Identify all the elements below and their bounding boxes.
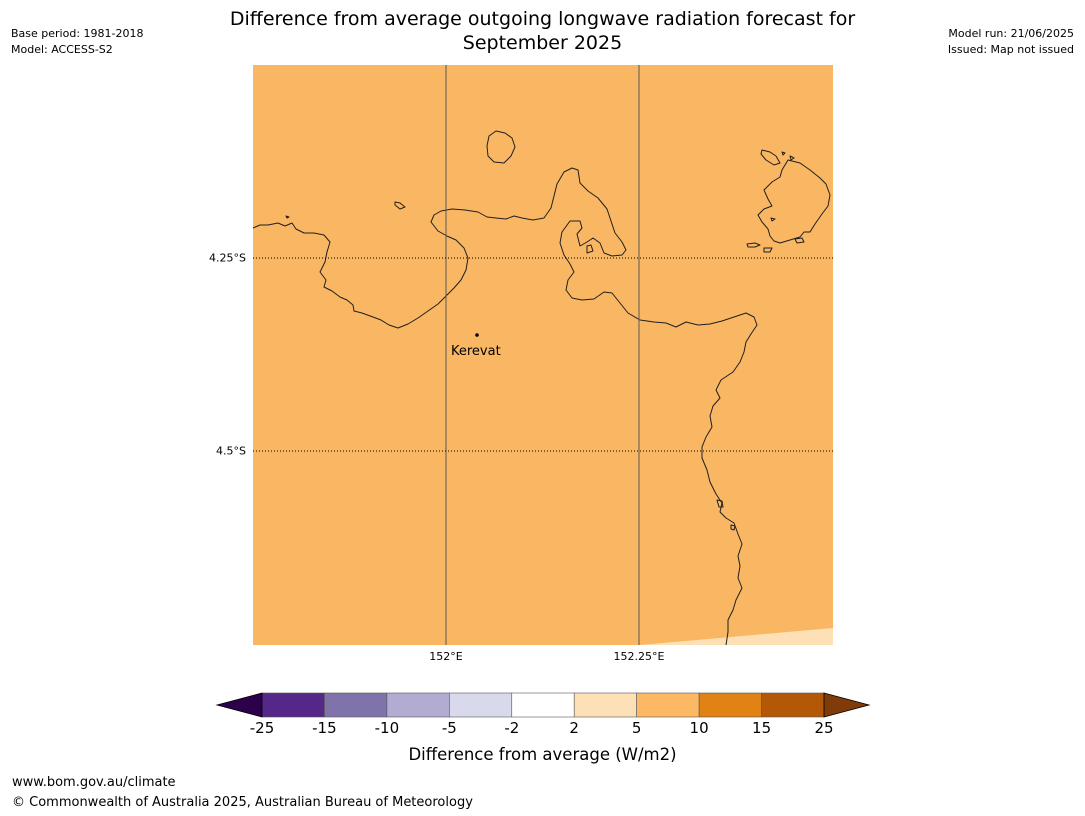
metadata-right: Model run: 21/06/2025 Issued: Map not is… xyxy=(948,26,1074,58)
coastline-islet-east-2 xyxy=(789,155,795,161)
coastline-islet-dot xyxy=(285,215,290,219)
colorbar-over-arrow xyxy=(823,692,871,718)
metadata-left: Base period: 1981-2018 Model: ACCESS-S2 xyxy=(11,26,143,58)
colorbar-tick: -5 xyxy=(441,719,457,737)
gridlines xyxy=(253,65,833,645)
lat-label-4-25s: 4.25°S xyxy=(209,251,246,265)
colorbar-under-arrow xyxy=(215,692,263,718)
colorbar-tick: -25 xyxy=(249,719,275,737)
colorbar-bin xyxy=(386,692,450,718)
colorbar-bin xyxy=(324,692,388,718)
colorbar-bin xyxy=(511,692,575,718)
coastline-islet-north xyxy=(486,130,516,164)
colorbar-tick: -2 xyxy=(504,719,520,737)
map-title-line-1: Difference from average outgoing longwav… xyxy=(229,8,856,30)
issued-text: Issued: Map not issued xyxy=(947,43,1074,56)
coastline-islet-east-5 xyxy=(763,247,773,253)
colorbar-tick: -15 xyxy=(312,719,337,737)
footer-copyright: © Commonwealth of Australia 2025, Austra… xyxy=(12,795,473,810)
colorbar-tick: 10 xyxy=(689,719,709,737)
coastline-islet-east-6 xyxy=(794,237,805,244)
kerevat-marker xyxy=(475,333,479,337)
lat-label-4-5s: 4.5°S xyxy=(216,444,246,458)
colorbar-bin xyxy=(761,692,825,718)
map-corner-fill xyxy=(640,628,833,645)
colorbar-bin xyxy=(636,692,700,718)
lon-label-152-25e: 152.25°E xyxy=(613,650,665,663)
coastline-main xyxy=(252,167,758,646)
colorbar-tick: 25 xyxy=(814,719,834,737)
coastline xyxy=(252,130,831,646)
footer-url: www.bom.gov.au/climate xyxy=(12,775,176,790)
coastline-islet-east-3 xyxy=(770,217,776,222)
colorbar-tick: 2 xyxy=(569,719,579,737)
coastline-islet-east-7 xyxy=(716,499,724,508)
colorbar-tick: 5 xyxy=(631,719,642,737)
coastline-islet-east-1 xyxy=(781,151,786,156)
colorbar-label: Difference from average (W/m2) xyxy=(408,745,677,764)
colorbar-bin xyxy=(573,692,637,718)
coastline-islet-bay xyxy=(586,244,594,254)
map-title-line-2: September 2025 xyxy=(462,32,623,54)
colorbar-tick: 15 xyxy=(752,719,772,737)
coastline-island-east xyxy=(757,149,831,244)
lon-label-152e: 152°E xyxy=(429,650,463,663)
colorbar-bin xyxy=(449,692,513,718)
coastline-islet-small xyxy=(394,201,406,210)
coastline-islet-east-8 xyxy=(730,524,736,531)
coastline-islet-east-4 xyxy=(746,242,761,248)
colorbar-bin xyxy=(261,692,325,718)
base-period-text: Base period: 1981-2018 xyxy=(11,27,144,40)
model-text: Model: ACCESS-S2 xyxy=(11,43,113,56)
map-title: Difference from average outgoing longwav… xyxy=(0,7,1085,55)
map-fill xyxy=(253,65,833,645)
kerevat-label: Kerevat xyxy=(451,344,501,359)
colorbar-tick: -10 xyxy=(374,719,400,737)
model-run-text: Model run: 21/06/2025 xyxy=(948,27,1074,40)
colorbar-bin xyxy=(698,692,762,718)
